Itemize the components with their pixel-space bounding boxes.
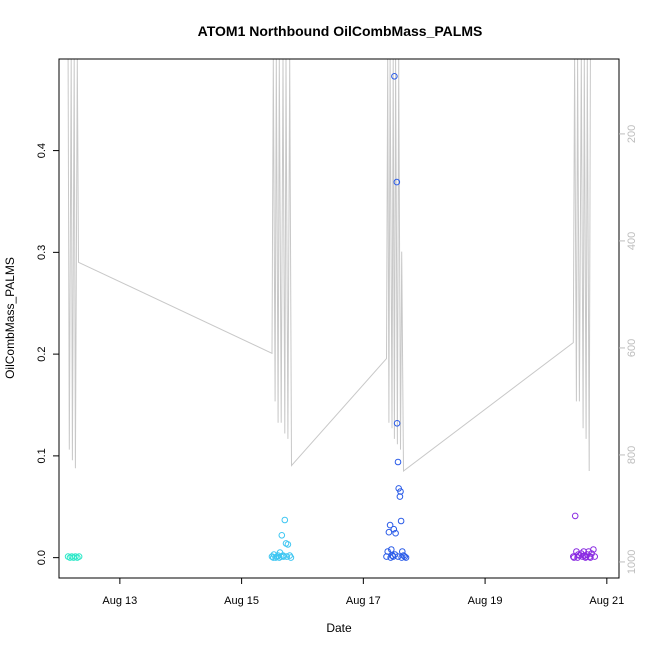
chart-title: ATOM1 Northbound OilCombMass_PALMS xyxy=(198,23,483,39)
axes-layer: Aug 13 Aug 15 Aug 17 Aug 19 Aug 21 0.0 0.1 0.2 0… xyxy=(36,58,638,607)
data-point xyxy=(389,553,397,560)
x-tick-label: Aug 21 xyxy=(589,595,624,607)
x-axis-label: Date xyxy=(326,621,352,635)
y-axis-label: OilCombMass_PALMS xyxy=(3,257,17,379)
data-point xyxy=(390,525,398,533)
data-point xyxy=(393,420,401,427)
right-axis-line-layer xyxy=(67,58,591,472)
right-y-tick-label: 200 xyxy=(626,125,638,143)
data-point xyxy=(401,553,409,560)
data-point xyxy=(394,458,402,466)
y-tick-label: 0.3 xyxy=(36,245,48,260)
right-y-tick-label: 1000 xyxy=(626,550,638,574)
x-tick-label: Aug 13 xyxy=(102,595,137,607)
data-point xyxy=(393,178,401,186)
data-point xyxy=(591,553,599,560)
data-point xyxy=(392,529,399,537)
data-point xyxy=(384,548,392,555)
data-point xyxy=(75,553,83,560)
data-point xyxy=(398,554,406,561)
data-point xyxy=(574,554,581,561)
y-tick-label: 0.0 xyxy=(36,550,48,565)
data-point xyxy=(590,546,597,553)
data-point xyxy=(268,553,276,560)
data-point xyxy=(397,517,405,525)
y-tick-label: 0.4 xyxy=(36,143,48,158)
data-point xyxy=(284,541,292,548)
right-y-tick-label: 400 xyxy=(626,232,638,250)
data-point xyxy=(571,512,579,520)
data-point xyxy=(399,548,406,555)
data-point xyxy=(270,554,277,561)
points-layer xyxy=(64,73,599,561)
data-point xyxy=(394,553,402,560)
data-point xyxy=(385,528,393,536)
data-point xyxy=(287,554,295,561)
y-tick-label: 0.1 xyxy=(36,448,48,463)
altitude-line xyxy=(67,58,591,472)
right-y-tick-label: 800 xyxy=(626,446,638,464)
x-tick-label: Aug 17 xyxy=(346,595,381,607)
data-point xyxy=(281,516,289,524)
data-point xyxy=(386,521,394,529)
x-tick-label: Aug 19 xyxy=(468,595,503,607)
right-y-tick-label: 600 xyxy=(626,339,638,357)
data-point xyxy=(391,73,398,80)
y-tick-label: 0.2 xyxy=(36,346,48,361)
data-point xyxy=(402,554,410,561)
data-point xyxy=(277,553,285,560)
data-point xyxy=(587,554,594,561)
data-point xyxy=(574,551,582,558)
data-point xyxy=(582,553,590,560)
x-tick-label: Aug 15 xyxy=(224,595,259,607)
data-point xyxy=(570,554,578,561)
data-point xyxy=(278,532,286,539)
data-point xyxy=(397,488,404,495)
data-point xyxy=(388,546,395,553)
